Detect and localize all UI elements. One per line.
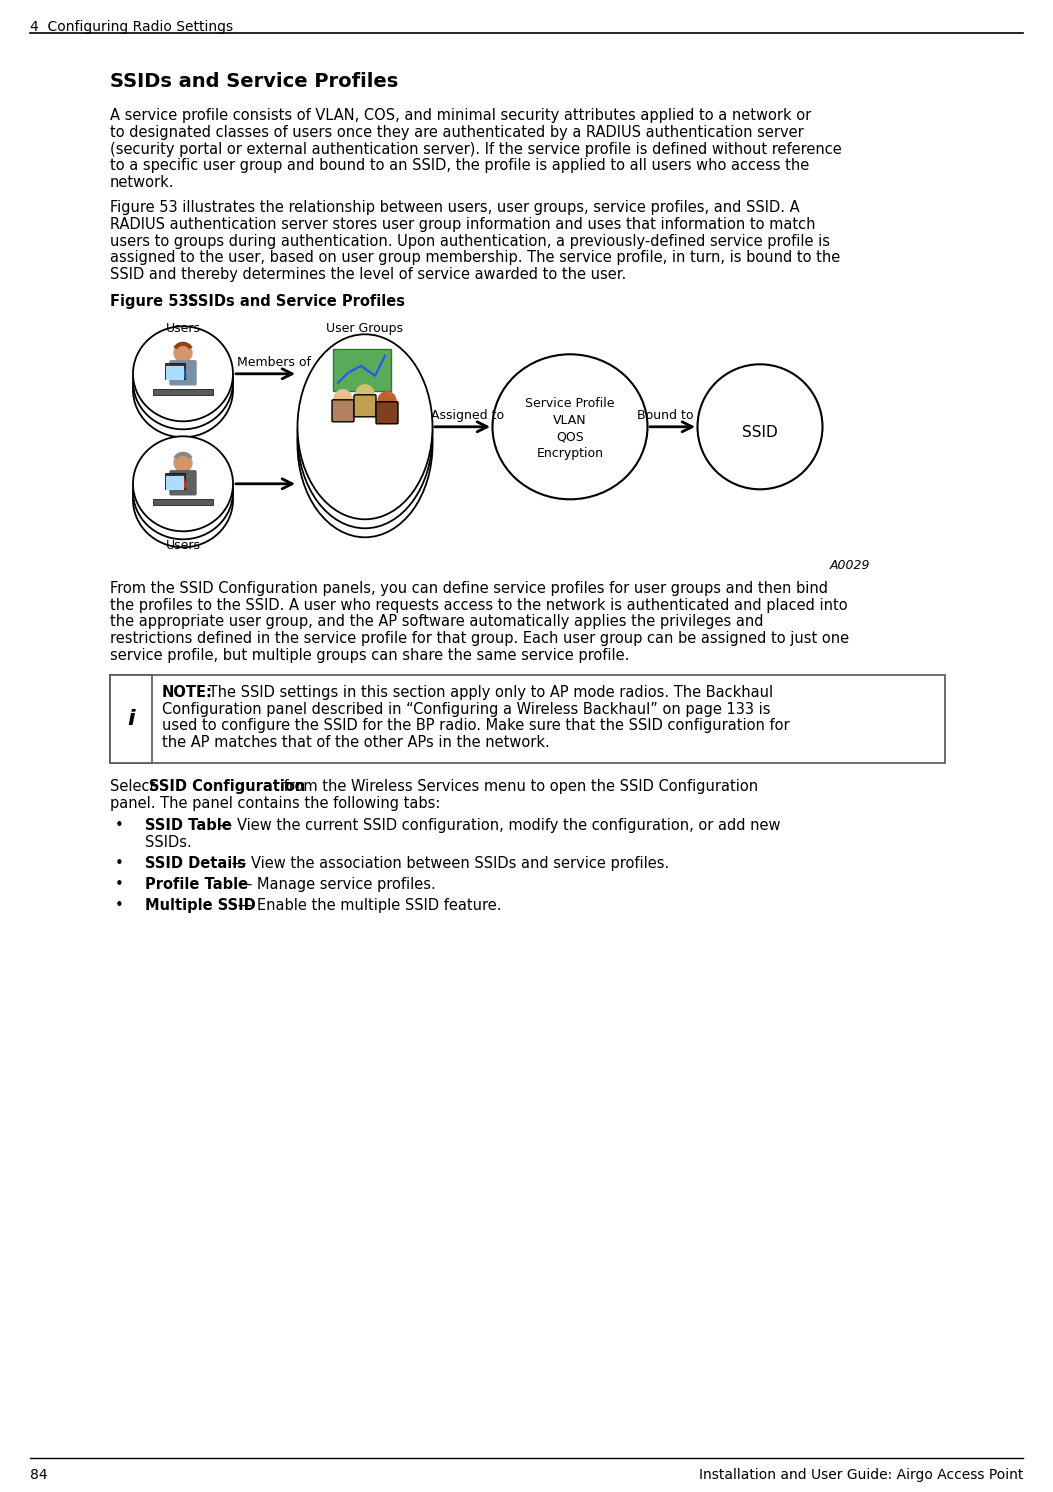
- Text: SSID Configuration: SSID Configuration: [150, 779, 305, 794]
- Text: Installation and User Guide: Airgo Access Point: Installation and User Guide: Airgo Acces…: [698, 1468, 1024, 1482]
- FancyBboxPatch shape: [170, 471, 196, 495]
- Text: Select: Select: [110, 779, 160, 794]
- Text: — Manage service profiles.: — Manage service profiles.: [234, 877, 436, 892]
- Ellipse shape: [493, 354, 648, 500]
- Text: the AP matches that of the other APs in the network.: the AP matches that of the other APs in …: [162, 736, 550, 750]
- Text: Service Profile: Service Profile: [525, 397, 615, 410]
- Circle shape: [378, 392, 396, 410]
- Text: Bound to: Bound to: [637, 409, 693, 422]
- Text: RADIUS authentication server stores user group information and uses that informa: RADIUS authentication server stores user…: [110, 216, 815, 231]
- Text: i: i: [127, 709, 135, 728]
- Text: SSID Table: SSID Table: [145, 819, 232, 834]
- Text: •: •: [115, 877, 124, 892]
- FancyBboxPatch shape: [376, 401, 398, 424]
- Text: Configuration panel described in “Configuring a Wireless Backhaul” on page 133 i: Configuration panel described in “Config…: [162, 701, 771, 716]
- Bar: [165, 363, 185, 379]
- Polygon shape: [180, 476, 186, 489]
- Ellipse shape: [298, 334, 433, 519]
- Bar: [110, 674, 945, 762]
- Text: Assigned to: Assigned to: [431, 409, 504, 422]
- Text: SSIDs and Service Profiles: SSIDs and Service Profiles: [110, 72, 398, 91]
- Text: •: •: [115, 819, 124, 834]
- FancyBboxPatch shape: [354, 395, 376, 416]
- Polygon shape: [180, 366, 186, 380]
- Text: A0029: A0029: [830, 560, 870, 571]
- Ellipse shape: [697, 364, 822, 489]
- Text: Members of: Members of: [237, 355, 311, 369]
- Text: panel. The panel contains the following tabs:: panel. The panel contains the following …: [110, 795, 440, 810]
- Text: 84: 84: [29, 1468, 47, 1482]
- Text: NOTE:: NOTE:: [162, 685, 213, 700]
- Text: network.: network.: [110, 175, 175, 189]
- Text: SSIDs.: SSIDs.: [145, 836, 192, 850]
- Text: assigned to the user, based on user group membership. The service profile, in tu: assigned to the user, based on user grou…: [110, 251, 840, 266]
- Text: The SSID settings in this section apply only to AP mode radios. The Backhaul: The SSID settings in this section apply …: [204, 685, 773, 700]
- Text: service profile, but multiple groups can share the same service profile.: service profile, but multiple groups can…: [110, 648, 630, 662]
- Text: A service profile consists of VLAN, COS, and minimal security attributes applied: A service profile consists of VLAN, COS,…: [110, 107, 811, 122]
- Text: (security portal or external authentication server). If the service profile is d: (security portal or external authenticat…: [110, 142, 841, 157]
- Bar: [166, 366, 184, 380]
- Text: Profile Table: Profile Table: [145, 877, 249, 892]
- Text: the profiles to the SSID. A user who requests access to the network is authentic: the profiles to the SSID. A user who req…: [110, 598, 848, 613]
- FancyBboxPatch shape: [170, 361, 196, 385]
- Text: restrictions defined in the service profile for that group. Each user group can : restrictions defined in the service prof…: [110, 631, 849, 646]
- Text: VLAN: VLAN: [553, 413, 587, 427]
- Text: to a specific user group and bound to an SSID, the profile is applied to all use: to a specific user group and bound to an…: [110, 158, 810, 173]
- Text: From the SSID Configuration panels, you can define service profiles for user gro: From the SSID Configuration panels, you …: [110, 580, 828, 595]
- Text: the appropriate user group, and the AP software automatically applies the privil: the appropriate user group, and the AP s…: [110, 615, 763, 630]
- Ellipse shape: [133, 327, 233, 421]
- Circle shape: [174, 454, 192, 471]
- Text: •: •: [115, 898, 124, 913]
- Bar: [165, 473, 185, 489]
- Text: — View the association between SSIDs and service profiles.: — View the association between SSIDs and…: [226, 856, 669, 871]
- Text: users to groups during authentication. Upon authentication, a previously-defined: users to groups during authentication. U…: [110, 234, 830, 249]
- Bar: [166, 476, 184, 489]
- Text: Figure 53:: Figure 53:: [110, 294, 195, 309]
- Circle shape: [174, 343, 192, 361]
- Text: SSID Details: SSID Details: [145, 856, 246, 871]
- Text: to designated classes of users once they are authenticated by a RADIUS authentic: to designated classes of users once they…: [110, 125, 803, 140]
- Ellipse shape: [133, 436, 233, 531]
- Text: Encryption: Encryption: [536, 448, 603, 460]
- Bar: [153, 389, 213, 395]
- Bar: [153, 498, 213, 504]
- Text: from the Wireless Services menu to open the SSID Configuration: from the Wireless Services menu to open …: [279, 779, 758, 794]
- Text: Multiple SSID: Multiple SSID: [145, 898, 256, 913]
- Text: — View the current SSID configuration, modify the configuration, or add new: — View the current SSID configuration, m…: [213, 819, 780, 834]
- Text: •: •: [115, 856, 124, 871]
- Text: Users: Users: [165, 322, 200, 334]
- Text: Users: Users: [165, 539, 200, 552]
- Circle shape: [334, 389, 352, 407]
- FancyBboxPatch shape: [332, 400, 354, 422]
- Circle shape: [356, 385, 374, 403]
- Text: — Enable the multiple SSID feature.: — Enable the multiple SSID feature.: [234, 898, 502, 913]
- Text: SSID and thereby determines the level of service awarded to the user.: SSID and thereby determines the level of…: [110, 267, 627, 282]
- Text: QOS: QOS: [556, 430, 583, 443]
- Text: SSIDs and Service Profiles: SSIDs and Service Profiles: [188, 294, 405, 309]
- Text: User Groups: User Groups: [326, 322, 403, 334]
- Bar: [110, 674, 152, 762]
- Text: Figure 53 illustrates the relationship between users, user groups, service profi: Figure 53 illustrates the relationship b…: [110, 200, 799, 215]
- Text: SSID: SSID: [742, 425, 778, 440]
- Text: used to configure the SSID for the BP radio. Make sure that the SSID configurati: used to configure the SSID for the BP ra…: [162, 719, 790, 734]
- Bar: [333, 349, 391, 391]
- Text: 4  Configuring Radio Settings: 4 Configuring Radio Settings: [29, 19, 233, 34]
